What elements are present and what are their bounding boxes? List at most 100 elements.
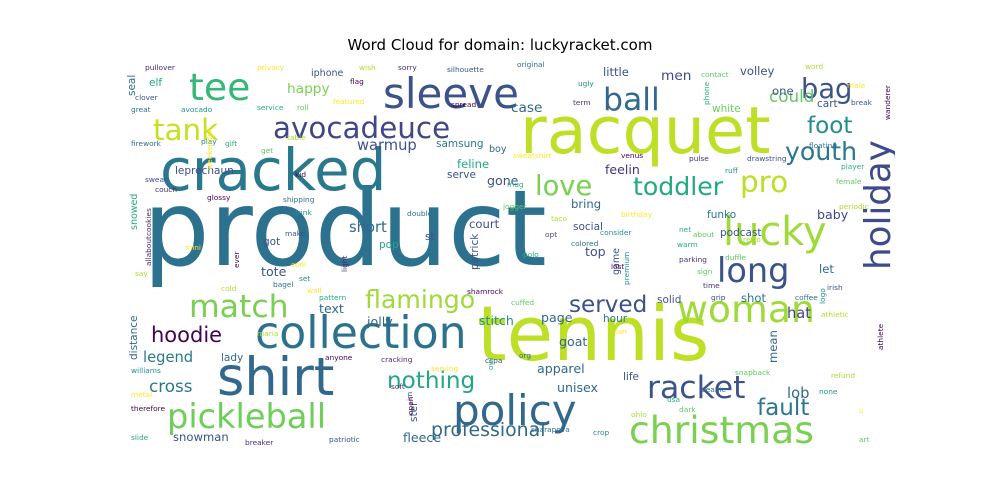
word-jolly: jolly <box>366 314 393 329</box>
word-distance: distance <box>128 316 140 361</box>
word-williams: williams <box>131 366 161 375</box>
word-men: men <box>661 68 691 84</box>
word-cracked: cracked <box>160 136 386 204</box>
word-play: play <box>201 137 217 146</box>
word-silhouette: silhouette <box>447 65 484 74</box>
word-privacy: privacy <box>257 63 285 72</box>
word-soft: soft <box>391 382 405 391</box>
word-stitch: stitch <box>479 313 514 328</box>
word-long: long <box>717 251 789 290</box>
word-pro: pro <box>740 165 788 199</box>
word-weekender: weekender <box>205 128 214 170</box>
word-periodic: periodic <box>839 202 869 211</box>
word-solid: solid <box>657 294 681 306</box>
word-holiday: holiday <box>858 140 895 270</box>
word-avocado: avocado <box>181 105 213 114</box>
word-ster: ster <box>408 401 420 422</box>
word-ruff: ruff <box>725 166 739 175</box>
word-feelin: feelin <box>605 162 640 177</box>
word-flag: flag <box>350 77 364 86</box>
word-tote: tote <box>261 264 287 279</box>
word-u: u <box>859 406 864 415</box>
word-irish: irish <box>827 283 843 292</box>
word-tank: tank <box>153 113 218 147</box>
word-net: net <box>679 225 691 234</box>
word-org: org <box>519 351 531 360</box>
word-set: set <box>299 274 310 283</box>
word-one: one <box>772 84 794 98</box>
word-game: game <box>611 248 622 275</box>
word-couch: couch <box>155 185 177 194</box>
word-shirt: shirt <box>217 347 334 408</box>
word-cool: cool <box>291 260 306 269</box>
word-cart: cart <box>817 98 838 110</box>
word-racquet: racquet <box>520 94 771 169</box>
word-break: break <box>851 98 873 107</box>
word-crop: crop <box>593 428 609 437</box>
word-let: let <box>819 262 834 276</box>
word-unisex: unisex <box>557 380 599 395</box>
word-court: court <box>469 217 500 231</box>
word-male: male <box>847 81 866 90</box>
word-pickleball: pickleball <box>167 397 326 436</box>
word-st: st <box>425 231 435 243</box>
word-fault: fault <box>757 395 809 421</box>
word-pullover: pullover <box>145 63 176 72</box>
word-bring: bring <box>571 197 601 211</box>
word-mean: mean <box>766 330 780 363</box>
word-little: little <box>603 65 629 79</box>
word-snowman: snowman <box>173 430 229 444</box>
word-funko: funko <box>707 209 736 221</box>
word-taco: taco <box>551 214 567 223</box>
word-light: light <box>340 256 349 272</box>
word-term: term <box>573 98 591 107</box>
word-open: open <box>406 396 415 415</box>
word-volley: volley <box>740 64 775 78</box>
word-life: life <box>623 371 639 383</box>
word-pulse: pulse <box>689 154 709 163</box>
word-athlete: athlete <box>876 323 885 350</box>
chart-title: Word Cloud for domain: luckyracket.com <box>347 36 653 54</box>
word-sharapova: sharapova <box>531 425 570 434</box>
word-get: get <box>261 146 273 155</box>
word-sleeve: sleeve <box>383 69 519 118</box>
word-breaker: breaker <box>245 438 274 445</box>
word-logo: logo <box>818 288 827 304</box>
word-serve: serve <box>447 169 476 181</box>
word-ball: ball <box>603 82 660 118</box>
word-page: page <box>541 310 573 325</box>
word-colored: colored <box>571 239 599 248</box>
word-kid: kid <box>295 170 306 179</box>
word-service: service <box>257 103 284 112</box>
word-fan: fan <box>615 327 627 336</box>
word-sorry: sorry <box>398 63 417 72</box>
word-anyone: anyone <box>325 353 353 362</box>
word-im: im <box>405 392 414 401</box>
word-usa: usa <box>667 395 680 404</box>
word-feline: feline <box>457 157 489 171</box>
word-hat: hat <box>787 305 811 322</box>
word-tee: tee <box>189 65 250 109</box>
word-warm: warm <box>677 240 698 249</box>
word-retro: retro <box>743 235 761 244</box>
word-polo: polo <box>523 250 539 259</box>
word-avocadeuce: avocadeuce <box>273 111 450 145</box>
word-owl: owl <box>486 357 495 370</box>
word-table: table <box>287 133 306 142</box>
word-contact: contact <box>701 70 729 79</box>
word-parking: parking <box>679 255 707 264</box>
word-glossy: glossy <box>207 193 231 202</box>
word-youth: youth <box>785 137 857 166</box>
word-lost: lost <box>611 262 624 271</box>
word-baby: baby <box>817 207 849 222</box>
word-cuffed: cuffed <box>511 298 534 307</box>
word-boy: boy <box>489 144 507 155</box>
word-toddler: toddler <box>633 172 724 201</box>
word-racket: racket <box>647 370 745 406</box>
word-consider: consider <box>600 228 632 237</box>
word-original: original <box>517 60 545 69</box>
word-case: case <box>511 100 542 116</box>
word-sweatshirt: sweatshirt <box>513 151 551 160</box>
word-gone: gone <box>487 173 519 188</box>
